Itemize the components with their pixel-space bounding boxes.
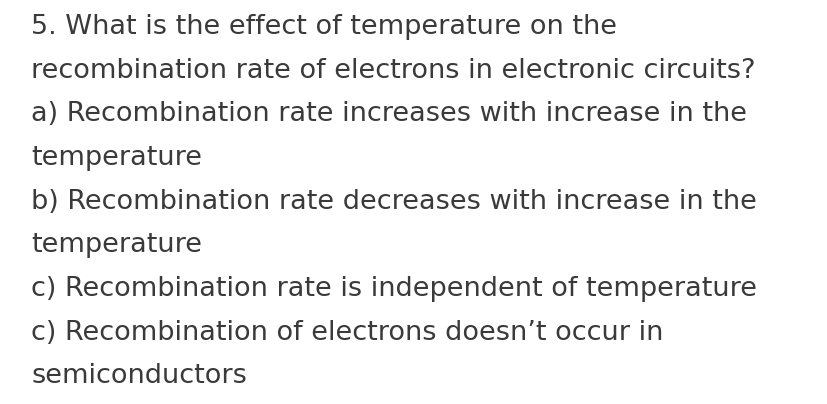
Text: c) Recombination of electrons doesn’t occur in: c) Recombination of electrons doesn’t oc… (31, 320, 663, 345)
Text: a) Recombination rate increases with increase in the: a) Recombination rate increases with inc… (31, 101, 747, 127)
Text: temperature: temperature (31, 232, 203, 258)
Text: semiconductors: semiconductors (31, 363, 247, 389)
Text: b) Recombination rate decreases with increase in the: b) Recombination rate decreases with inc… (31, 189, 757, 215)
Text: recombination rate of electrons in electronic circuits?: recombination rate of electrons in elect… (31, 58, 755, 84)
Text: temperature: temperature (31, 145, 203, 171)
Text: 5. What is the effect of temperature on the: 5. What is the effect of temperature on … (31, 14, 617, 40)
Text: c) Recombination rate is independent of temperature: c) Recombination rate is independent of … (31, 276, 757, 302)
